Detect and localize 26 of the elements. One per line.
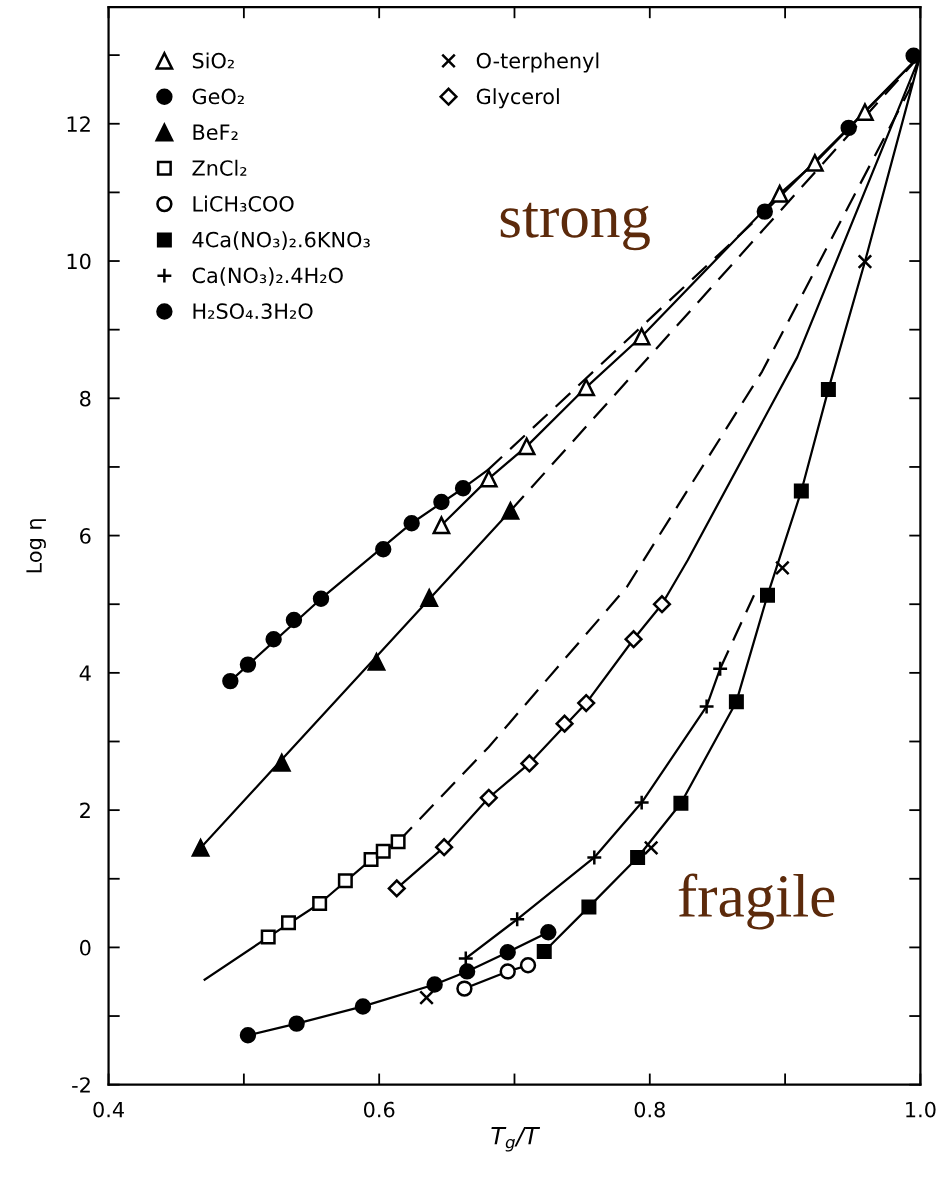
y-tick-label: 4 bbox=[79, 665, 91, 681]
annotation: strong bbox=[500, 202, 650, 251]
legend-label: 4Ca(NO₃)₂.6KNO₃ bbox=[192, 231, 370, 250]
y-tick-label: 12 bbox=[67, 116, 90, 132]
legend-label: Glycerol bbox=[476, 88, 559, 109]
x-tick-label: 1.0 bbox=[906, 1101, 936, 1118]
legend-label: BeF₂ bbox=[193, 124, 238, 141]
x-tick-label: 0.8 bbox=[634, 1101, 665, 1118]
x-tick-label: 0.6 bbox=[363, 1101, 395, 1118]
legend-label: Ca(NO₃)₂.4H₂O bbox=[192, 267, 343, 286]
legend-label: GeO₂ bbox=[192, 88, 244, 105]
y-tick-label: 8 bbox=[80, 390, 91, 407]
x-tick-label: 0.4 bbox=[93, 1101, 124, 1118]
legend-label: H₂SO₄.3H₂O bbox=[193, 303, 313, 320]
legend-label: LiCH₃COO bbox=[193, 195, 294, 212]
x-axis-title: T$_{g}$/T bbox=[491, 1127, 541, 1152]
y-axis-title: Log η bbox=[26, 519, 46, 573]
legend-label: ZnCl₂ bbox=[192, 159, 247, 176]
annotation: fragile bbox=[678, 873, 835, 930]
y-tick-label: 2 bbox=[80, 802, 90, 819]
legend-label: O-terphenyl bbox=[476, 52, 599, 73]
y-tick-label: -2 bbox=[72, 1077, 90, 1093]
y-tick-label: 6 bbox=[80, 528, 91, 544]
y-tick-label: 0 bbox=[80, 939, 91, 956]
y-tick-label: 10 bbox=[67, 253, 91, 270]
legend-label: SiO₂ bbox=[192, 52, 234, 69]
